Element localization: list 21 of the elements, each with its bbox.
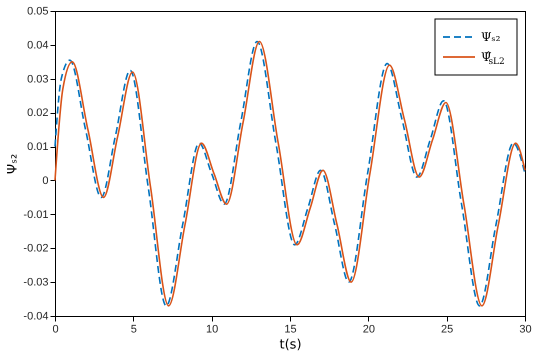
line-series <box>54 40 526 307</box>
x-tick-label: 0 <box>52 324 59 336</box>
x-tick-label: 20 <box>362 324 375 336</box>
y-tick-label: 0.03 <box>27 73 48 86</box>
y-tick-label: -0.02 <box>23 242 48 255</box>
x-tick-label: 10 <box>206 324 218 336</box>
y-tick-label: 0.05 <box>27 6 48 18</box>
y-tick-label: -0.03 <box>23 276 48 289</box>
legend-label: Ψₛ₂ <box>481 30 501 44</box>
y-axis-title: Ψₛ₂ <box>5 154 20 174</box>
y-tick-label: -0.01 <box>23 208 48 221</box>
x-tick-label: 5 <box>130 324 137 336</box>
y-tick-label: 0 <box>42 174 48 187</box>
y-tick-label: 0.02 <box>27 107 48 120</box>
x-tick-label: 15 <box>284 324 297 336</box>
y-tick-label: 0.01 <box>27 141 48 154</box>
x-tick-label: 25 <box>441 324 454 336</box>
x-axis-title: t(s) <box>279 338 302 352</box>
x-tick-label: 30 <box>519 324 532 336</box>
y-tick-label: -0.04 <box>23 310 48 322</box>
y-tick-label: 0.04 <box>27 39 48 52</box>
